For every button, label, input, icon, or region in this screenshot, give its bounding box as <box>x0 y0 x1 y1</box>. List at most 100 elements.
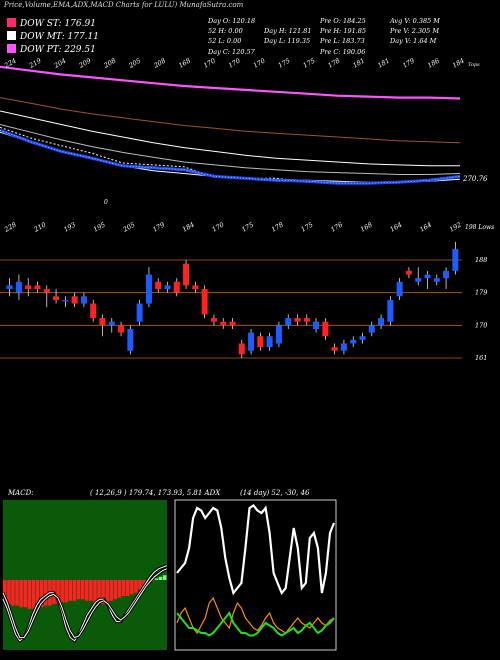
candle-body <box>359 336 366 340</box>
macd-histogram-bar <box>138 580 142 590</box>
level-label: 188 <box>475 256 487 264</box>
top-label: 184 <box>451 57 466 70</box>
candle-body <box>387 299 394 322</box>
candle-body <box>127 328 134 351</box>
macd-values: ( 12,26,9 ) 179.74, 173.93, 5.81 ADX <box>90 489 221 497</box>
macd-histogram-bar <box>130 580 134 595</box>
stats-col-hl: Day H: 121.81 Day L: 119.35 <box>264 26 312 46</box>
legend-swatch <box>7 18 16 27</box>
candle-body <box>248 332 255 351</box>
bottom-label: 175 <box>240 221 255 234</box>
adx-line-2 <box>176 596 335 635</box>
bottom-label: 192 <box>448 221 463 234</box>
bottom-label: 193 <box>62 221 77 234</box>
candle-body <box>80 296 87 304</box>
adx-line-3 <box>176 611 335 637</box>
stat-day-volume: Day V: 1.64 M <box>390 37 437 46</box>
macd-histogram-bar <box>121 580 126 596</box>
ema-line-blue-dots <box>0 130 461 184</box>
macd-histogram-bar <box>72 580 77 601</box>
bottom-label: 210 <box>32 221 48 235</box>
macd-histogram-bar <box>27 580 32 609</box>
top-label: 178 <box>327 57 342 70</box>
candle-body <box>415 278 422 282</box>
candle-body <box>183 263 190 286</box>
stat-day-close: Day C: 120.57 <box>208 47 255 56</box>
candle-body <box>424 274 431 279</box>
candle-body <box>136 303 143 322</box>
stats-col-4: Avg V: 0.385 M Pre V: 2.305 M Day V: 1.6… <box>390 16 440 47</box>
stats-col-1: Day O: 120.18 52 H: 0.00 52 L: 0.00 Day … <box>208 16 255 57</box>
top-label: 208 <box>102 57 118 71</box>
adx-values: (14 day) 52, -30, 46 <box>240 489 310 497</box>
bottom-label: 175 <box>300 221 315 234</box>
top-label: 170 <box>252 57 267 70</box>
ema-panel: 224 219 204 209 208 205 208 168 170 170 170 175 175 1… <box>0 57 488 206</box>
top-label: 179 <box>401 57 416 70</box>
macd-histogram-bar <box>56 580 60 604</box>
top-label: 209 <box>77 57 93 71</box>
macd-histogram-bar <box>60 580 64 603</box>
bottom-label: 164 <box>389 221 404 234</box>
stat-pre-close: Pre C: 190.06 <box>320 47 366 56</box>
top-label: 181 <box>351 57 366 70</box>
stat-day-open: Day O: 120.18 <box>208 17 256 25</box>
level-label: 170 <box>475 321 487 329</box>
candle-body <box>433 278 440 282</box>
macd-histogram-bar <box>117 580 122 598</box>
macd-histogram-bar <box>162 575 167 580</box>
stat-pre-high: Pre H: 191.85 <box>320 27 367 36</box>
bottom-label: 178 <box>270 221 285 234</box>
level-label: 179 <box>475 289 487 297</box>
top-label: 168 <box>177 57 192 70</box>
top-label: 170 <box>202 57 217 70</box>
ema-line-2 <box>0 97 461 144</box>
stat-pre-open: Pre O: 184.25 <box>320 17 366 25</box>
ema-line-4 <box>0 124 461 175</box>
candlestick-panel: 198 Lows 188 179 170 161 228 210 193 195 205 179 18… <box>0 221 494 362</box>
macd-histogram-bar <box>134 580 138 593</box>
candle-body <box>368 325 375 333</box>
bottom-label: 170 <box>211 221 226 234</box>
page-title: Price,Volume,EMA,ADX,MACD Charts for LUL… <box>4 1 244 9</box>
candle-body <box>108 321 115 326</box>
legend-label: DOW MT: 177.11 <box>20 32 99 42</box>
macd-histogram-bar <box>89 580 93 601</box>
candle-body <box>62 299 69 302</box>
top-label: 175 <box>302 57 317 70</box>
macd-histogram-bar <box>80 580 85 600</box>
candle-body <box>229 321 236 326</box>
adx-panel <box>174 499 337 651</box>
macd-histogram-bar <box>85 580 89 601</box>
candle-body <box>238 343 245 355</box>
top-label: 219 <box>27 57 43 71</box>
extra-label: 0 <box>104 199 108 206</box>
macd-histogram-bar <box>76 580 81 600</box>
top-label: 208 <box>151 57 167 71</box>
macd-histogram-bar <box>31 580 36 609</box>
bottom-label: 195 <box>92 221 107 234</box>
stat-avg-volume: Avg V: 0.385 M <box>390 17 440 25</box>
top-label: 204 <box>52 57 68 71</box>
macd-histogram-bar <box>11 580 15 606</box>
ema-line-6 <box>0 126 461 184</box>
macd-histogram-bar <box>44 580 48 606</box>
macd-histogram-bar <box>93 580 97 603</box>
macd-histogram-bar <box>105 580 109 603</box>
candle-body <box>452 249 459 271</box>
macd-line-2 <box>2 568 168 639</box>
candle-body <box>145 274 152 304</box>
top-label: 170 <box>227 57 242 70</box>
candle-body <box>220 321 227 326</box>
candle-body <box>25 285 32 290</box>
candle-body <box>164 285 171 290</box>
candle-body <box>266 336 273 348</box>
candle-body <box>313 321 320 329</box>
ema-line-3 <box>0 110 460 167</box>
lows-label: 198 Lows <box>465 224 494 231</box>
top-label: 175 <box>277 57 292 70</box>
macd-histogram-bar <box>154 578 159 580</box>
candle-body <box>275 325 282 344</box>
ema-line-blue <box>0 128 461 185</box>
top-label: 181 <box>376 57 391 70</box>
